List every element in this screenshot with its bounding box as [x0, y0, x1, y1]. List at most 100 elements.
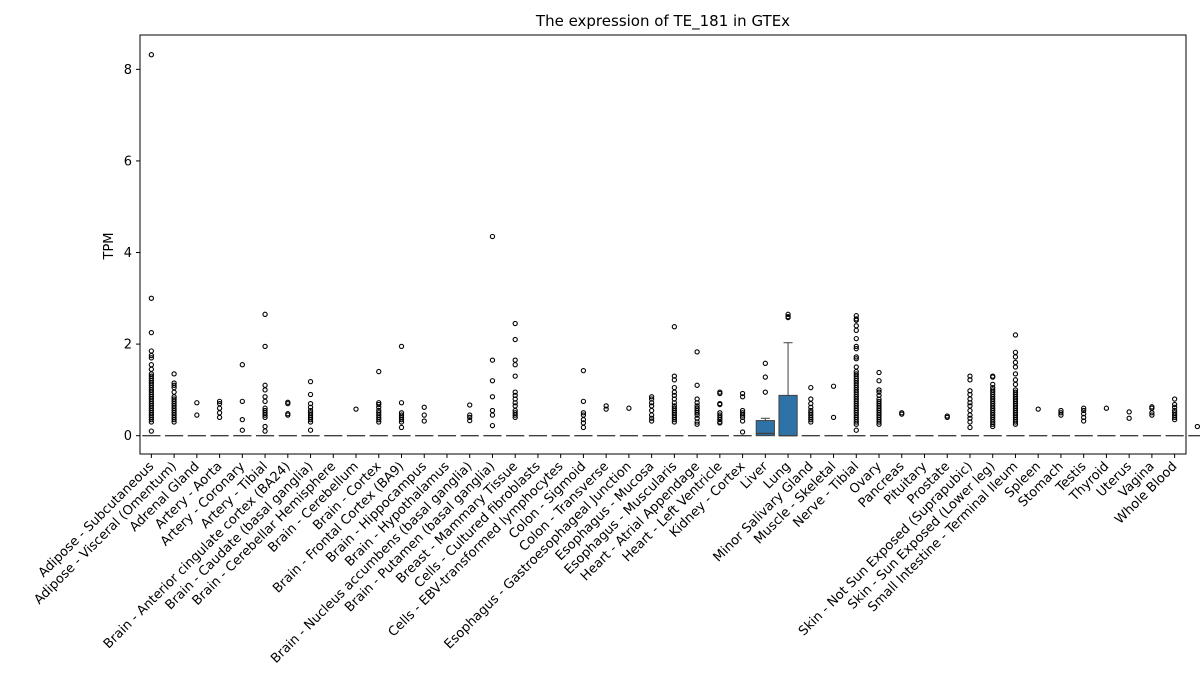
flier-point — [1012, 371, 1019, 377]
flier-point — [398, 417, 405, 423]
flier-point — [1012, 332, 1019, 338]
flier-point — [1012, 359, 1019, 366]
box-group — [801, 384, 820, 437]
box-group — [233, 362, 252, 437]
flier-point — [967, 377, 973, 383]
flier-point — [876, 369, 882, 376]
flier-point — [262, 311, 268, 317]
flier-point — [148, 52, 155, 58]
flier-point — [512, 412, 518, 418]
flier-point — [967, 400, 973, 406]
flier-point — [1012, 354, 1019, 360]
flier-point — [853, 317, 859, 323]
box-group — [665, 324, 684, 437]
y-tick-label: 4 — [124, 246, 132, 261]
flier-point — [148, 417, 155, 423]
flier-point — [467, 414, 473, 421]
flier-point — [1171, 414, 1178, 421]
y-tick-label: 2 — [124, 338, 132, 353]
flier-point — [239, 362, 245, 368]
flier-point — [876, 378, 882, 384]
box-group — [733, 390, 752, 437]
flier-point — [1012, 377, 1019, 383]
flier-point — [648, 400, 655, 406]
flier-point — [853, 421, 859, 427]
flier-point — [467, 402, 473, 408]
box-group — [619, 405, 638, 437]
flier-point — [830, 383, 837, 389]
flier-point — [785, 314, 791, 321]
flier-point — [603, 403, 609, 409]
flier-point — [285, 412, 291, 418]
flier-point — [489, 422, 496, 429]
box-group — [301, 378, 320, 437]
flier-point — [739, 412, 746, 418]
flier-point — [1126, 415, 1132, 421]
flier-point — [1171, 404, 1178, 410]
flier-point — [216, 405, 223, 411]
flier-point — [853, 356, 859, 362]
flier-point — [285, 400, 291, 407]
flier-point — [694, 349, 700, 355]
flier-point — [398, 424, 405, 431]
flier-point — [717, 401, 723, 408]
box-group — [938, 413, 957, 437]
flier-point — [489, 407, 496, 414]
flier-point — [648, 407, 655, 414]
flier-point — [717, 390, 723, 397]
flier-point — [853, 346, 859, 352]
flier-point — [853, 419, 859, 425]
flier-point — [376, 401, 382, 408]
box-group — [824, 383, 843, 437]
box-group — [1097, 405, 1116, 437]
flier-point — [739, 394, 746, 400]
flier-point — [512, 336, 518, 343]
flier-point — [262, 398, 268, 404]
flier-point — [512, 320, 518, 327]
flier-point — [1103, 405, 1110, 411]
flier-point — [489, 378, 496, 384]
flier-point — [239, 398, 245, 404]
flier-point — [171, 389, 177, 395]
flier-point — [1012, 364, 1019, 370]
flier-point — [307, 419, 314, 425]
box-group — [187, 400, 206, 437]
flier-point — [762, 360, 768, 366]
box-group — [1074, 405, 1093, 437]
box-group — [892, 410, 911, 437]
flier-point — [239, 427, 245, 433]
flier-point — [694, 410, 700, 416]
flier-point — [853, 354, 859, 360]
box-group — [369, 368, 388, 437]
box-group — [346, 406, 366, 437]
box-group — [869, 369, 889, 437]
flier-point — [1081, 418, 1087, 424]
flier-point — [194, 400, 200, 406]
flier-point — [671, 324, 678, 330]
flier-point — [876, 389, 882, 395]
flier-point — [262, 387, 268, 393]
flier-point — [808, 404, 814, 410]
flier-point — [853, 427, 859, 433]
box-group — [1188, 423, 1200, 437]
y-tick-label: 0 — [124, 429, 132, 444]
plot-area — [142, 52, 1200, 437]
flier-point — [467, 417, 473, 424]
flier-point — [262, 382, 268, 388]
chart-title: The expression of TE_181 in GTEx — [535, 12, 790, 31]
flier-point — [421, 418, 427, 424]
box-group — [574, 368, 593, 437]
flier-point — [580, 410, 587, 416]
box-body — [778, 394, 798, 437]
flier-point — [1171, 401, 1178, 408]
flier-point — [148, 428, 155, 434]
flier-point — [171, 419, 177, 425]
box-group — [1165, 396, 1184, 437]
flier-point — [376, 368, 382, 375]
flier-point — [717, 417, 723, 423]
flier-point — [194, 412, 200, 418]
flier-point — [944, 414, 950, 421]
flier-point — [148, 419, 155, 425]
flier-point — [694, 400, 700, 406]
flier-point — [580, 398, 587, 404]
